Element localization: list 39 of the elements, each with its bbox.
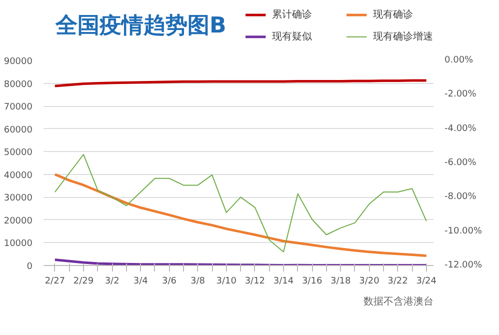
- x-tick-label: 3/22: [388, 276, 408, 286]
- y2-tick-label: 0.00%: [444, 56, 474, 66]
- legend-label: 现有确诊: [372, 8, 413, 21]
- line-series: [54, 154, 427, 252]
- x-tick-label: 3/4: [133, 276, 148, 286]
- legend-label: 现有疑似: [272, 30, 312, 42]
- y-tick-label: 50000: [4, 148, 33, 158]
- chart-title: 全国疫情趋势图B: [54, 14, 226, 38]
- y-tick-label: 60000: [4, 125, 33, 136]
- y-tick-label: 40000: [4, 170, 33, 181]
- y-tick-label: 70000: [4, 102, 33, 113]
- x-tick-label: 2/27: [44, 276, 66, 286]
- y-tick-label: 10000: [4, 239, 33, 250]
- legend-label: 累计确诊: [272, 8, 312, 21]
- x-tick-label: 3/18: [330, 276, 352, 286]
- y2-tick-label: -2.00%: [444, 90, 477, 100]
- x-tick-label: 2/29: [73, 276, 94, 286]
- y2-tick-label: -12.00%: [444, 260, 483, 270]
- y-tick-label: 90000: [4, 57, 33, 67]
- x-tick-label: 3/2: [104, 276, 120, 286]
- y2-tick-label: -10.00%: [444, 226, 483, 236]
- y-tick-label: 0: [26, 262, 33, 272]
- x-tick-label: 3/14: [273, 276, 294, 286]
- legend-label: 现有确诊增速: [372, 30, 433, 42]
- x-tick-label: 3/24: [416, 276, 437, 286]
- y2-tick-label: -6.00%: [444, 158, 477, 168]
- x-tick-label: 3/6: [162, 276, 177, 286]
- y-tick-label: 80000: [4, 80, 33, 90]
- y2-tick-label: -8.00%: [444, 192, 477, 202]
- x-tick-label: 3/12: [244, 276, 266, 286]
- x-tick-label: 3/8: [190, 276, 206, 286]
- x-tick-label: 3/20: [359, 276, 380, 286]
- x-tick-label: 3/10: [216, 276, 237, 286]
- x-tick-label: 3/16: [302, 276, 322, 286]
- text: 数据不含港澳台: [364, 296, 434, 308]
- y-tick-label: 20000: [4, 216, 33, 226]
- y-tick-label: 30000: [4, 194, 33, 204]
- y2-tick-label: -4.00%: [444, 124, 477, 134]
- line-series: [54, 173, 428, 257]
